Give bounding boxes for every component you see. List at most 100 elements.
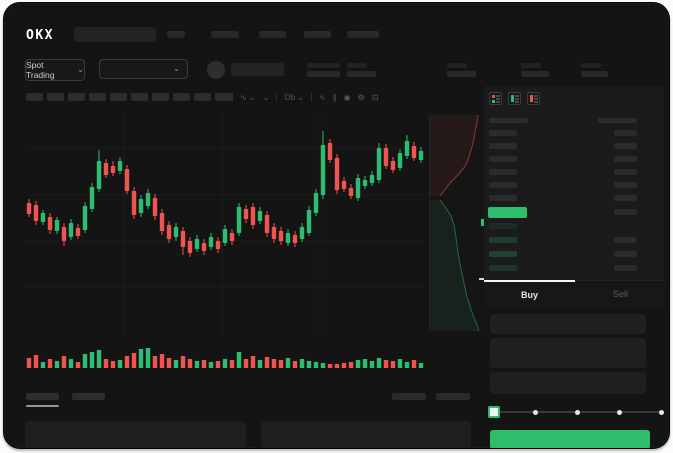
book-icon-line	[533, 95, 538, 97]
avatar[interactable]	[207, 61, 225, 79]
fullscreen-icon[interactable]: ⊡	[371, 92, 379, 102]
stat-5-value	[581, 71, 608, 77]
ask-row-6-price[interactable]	[489, 195, 517, 201]
amount-field[interactable]	[490, 338, 646, 368]
bottom-tab-2[interactable]	[72, 393, 105, 400]
stat-2-value	[347, 71, 376, 77]
bid-row-3-amount	[614, 251, 637, 257]
slider-stop-3[interactable]	[574, 409, 580, 415]
bid-row-1-price[interactable]	[489, 223, 517, 229]
bottom-action-1[interactable]	[392, 393, 426, 400]
stat-3-value	[447, 71, 476, 77]
stat-4-value	[521, 71, 549, 77]
book-combined-view-icon[interactable]	[489, 92, 502, 105]
bid-row-2-price[interactable]	[489, 237, 517, 243]
slider-stop-4[interactable]	[616, 409, 622, 415]
nav-item-1[interactable]	[167, 31, 185, 38]
stat-3-label	[447, 63, 467, 68]
book-icon-line	[495, 98, 500, 100]
bottom-action-2[interactable]	[436, 393, 470, 400]
book-col-header-right	[598, 118, 637, 123]
ask-row-3-amount	[614, 156, 637, 162]
interval-button-9[interactable]	[194, 93, 211, 101]
volume-bars	[26, 348, 424, 368]
book-icon-strip	[492, 95, 495, 98]
book-icon-strip	[492, 99, 495, 103]
slider-handle[interactable]	[488, 406, 500, 418]
bid-row-4-price[interactable]	[489, 265, 517, 271]
chevron-down-icon: ⌄	[173, 64, 180, 73]
book-icon-strip	[530, 95, 533, 102]
ask-row-5-price[interactable]	[489, 182, 517, 188]
total-field[interactable]	[490, 372, 646, 394]
book-icon-strip	[511, 95, 514, 102]
pair-selector-dropdown[interactable]: ⌄	[99, 59, 188, 79]
account-skeleton	[231, 63, 284, 76]
interval-button-10[interactable]	[215, 93, 232, 101]
chart-style-icon[interactable]: ∿ ⌄	[240, 92, 256, 102]
stat-1-value	[307, 71, 340, 77]
book-bids-view-icon[interactable]	[508, 92, 521, 105]
bottom-panel-1	[25, 421, 246, 448]
toolbar-divider	[232, 92, 233, 102]
book-icon-line	[514, 101, 519, 103]
interval-button-7[interactable]	[152, 93, 169, 101]
overlay-icon[interactable]: Ob ⌄	[284, 92, 304, 102]
app-window: OKX Spot Trading ⌄ ⌄ ∿ ⌄ ⌄ Ob ⌄ ∿ ∥ ◉ ⚙ ⊡ Buy S…	[3, 2, 670, 449]
nav-item-5[interactable]	[347, 31, 379, 38]
search-input[interactable]	[74, 27, 156, 42]
book-icon-line	[533, 101, 538, 103]
interval-button-4[interactable]	[89, 93, 106, 101]
ask-row-1-price[interactable]	[489, 130, 517, 136]
slider-stop-2[interactable]	[532, 409, 538, 415]
book-asks-view-icon[interactable]	[527, 92, 540, 105]
line-chart-icon[interactable]: ∿	[318, 92, 326, 102]
book-icon-line	[495, 101, 500, 103]
ask-row-6-amount	[614, 195, 637, 201]
nav-item-4[interactable]	[304, 31, 331, 38]
indicators-icon[interactable]: ⌄	[262, 92, 270, 102]
spread-row-amount	[614, 209, 637, 215]
camera-icon[interactable]: ◉	[343, 92, 351, 102]
stat-4-label	[521, 63, 541, 68]
bid-row-2-amount	[614, 237, 637, 243]
depth-profile	[429, 115, 485, 333]
settings-gear-icon[interactable]: ⚙	[357, 92, 365, 102]
bid-row-3-price[interactable]	[489, 251, 517, 257]
okx-logo[interactable]: OKX	[26, 28, 54, 43]
draw-tools-icon[interactable]: ∥	[332, 92, 337, 102]
interval-button-8[interactable]	[173, 93, 190, 101]
price-field[interactable]	[490, 314, 646, 334]
book-icon-line	[514, 98, 519, 100]
chart-toolbar-icons: ∿ ⌄ ⌄ Ob ⌄ ∿ ∥ ◉ ⚙ ⊡	[232, 91, 379, 103]
tab-buy[interactable]: Buy	[484, 280, 575, 307]
ask-row-1-amount	[614, 130, 637, 136]
interval-button-5[interactable]	[110, 93, 127, 101]
slider-stop-5[interactable]	[658, 409, 664, 415]
last-price-badge[interactable]	[488, 207, 527, 218]
interval-button-1[interactable]	[26, 93, 43, 101]
book-col-header-left	[489, 118, 528, 123]
book-icon-line	[514, 95, 519, 97]
order-book-view-toggles	[489, 92, 546, 110]
market-type-selector[interactable]: Spot Trading ⌄	[25, 59, 85, 81]
interval-button-6[interactable]	[131, 93, 148, 101]
book-icon-line	[533, 98, 538, 100]
chevron-down-icon: ⌄	[77, 65, 84, 74]
bottom-tab-1[interactable]	[26, 393, 59, 400]
ask-row-4-amount	[614, 169, 637, 175]
ask-row-3-price[interactable]	[489, 156, 517, 162]
nav-item-3[interactable]	[259, 31, 286, 38]
tab-sell[interactable]: Sell	[575, 280, 666, 307]
bid-row-4-amount	[614, 265, 637, 271]
market-type-label: Spot Trading	[26, 60, 55, 80]
nav-item-2[interactable]	[211, 31, 239, 38]
ask-row-2-price[interactable]	[489, 143, 517, 149]
buy-submit-button[interactable]	[490, 430, 650, 448]
interval-button-3[interactable]	[68, 93, 85, 101]
stat-2-label	[347, 63, 366, 68]
candlestick-chart[interactable]	[26, 113, 424, 335]
ask-row-4-price[interactable]	[489, 169, 517, 175]
interval-button-2[interactable]	[47, 93, 64, 101]
ask-row-2-amount	[614, 143, 637, 149]
